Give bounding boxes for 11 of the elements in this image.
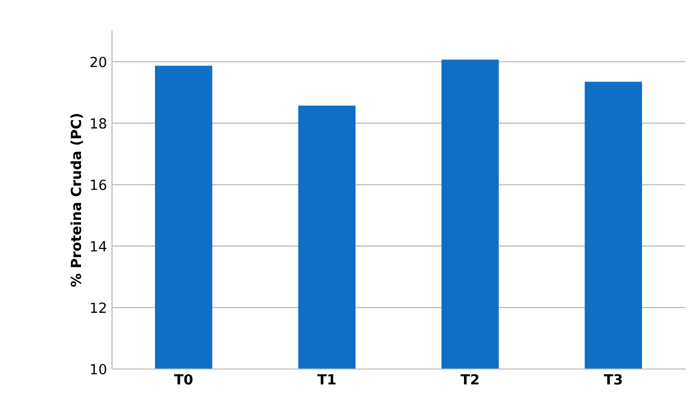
x-tick-label: T3 [604, 374, 622, 385]
y-tick-label: 14 [90, 241, 106, 252]
x-tick-label: T0 [174, 374, 193, 385]
y-tick-label: 12 [90, 302, 106, 313]
y-tick-label: 16 [90, 180, 106, 190]
y-tick-label: 18 [90, 118, 106, 129]
y-tick-label: 10 [90, 364, 106, 374]
y-axis-title: % Proteina Cruda (PC) [70, 114, 83, 287]
x-tick-label: T1 [317, 374, 336, 384]
x-tick-label: T2 [460, 374, 478, 384]
y-tick-label: 20 [90, 56, 106, 68]
